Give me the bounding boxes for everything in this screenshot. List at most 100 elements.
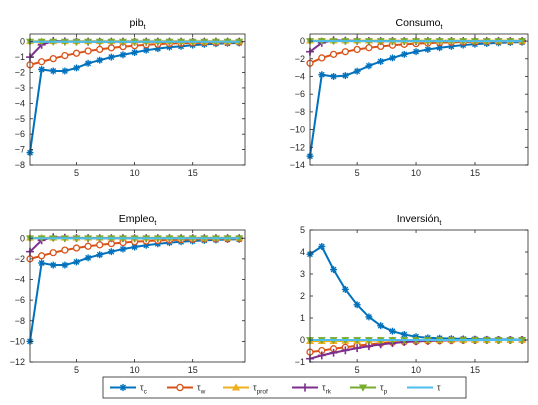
data-point-empleo-1-1 bbox=[38, 252, 46, 260]
data-point-empleo-0-4-stroke bbox=[73, 259, 80, 265]
data-point-pib-1-7 bbox=[107, 44, 115, 52]
y-tick-label-pib: −3 bbox=[15, 83, 25, 93]
legend-label-0: τc bbox=[140, 383, 148, 396]
data-point-pib-0-5 bbox=[84, 59, 92, 67]
data-point-inversion-0-3 bbox=[341, 285, 349, 293]
y-tick-label-inversion: 2 bbox=[300, 291, 305, 301]
legend-marker-3 bbox=[300, 383, 310, 392]
data-point-pib-1-3 bbox=[61, 51, 69, 60]
data-point-empleo-0-3 bbox=[61, 261, 69, 269]
series-consumo-0 bbox=[306, 38, 526, 160]
data-point-empleo-0-5-stroke bbox=[85, 254, 92, 261]
y-tick-label-pib: −7 bbox=[15, 145, 25, 155]
data-point-empleo-0-1-stroke bbox=[38, 260, 45, 266]
y-tick-label-consumo: −4 bbox=[295, 71, 305, 81]
panel-title-subscript: t bbox=[439, 220, 441, 227]
panel-title-consumo: Consumot bbox=[396, 17, 443, 31]
data-point-pib-1-1 bbox=[38, 58, 46, 66]
y-tick-label-consumo: −12 bbox=[290, 142, 305, 152]
panel-empleo: Empleot 0 −2 −4 −6 −8 −10 −12 5 10 15 bbox=[10, 213, 246, 375]
panel-title-main: Inversión bbox=[397, 213, 440, 225]
series-line-pib-0 bbox=[29, 41, 240, 153]
data-point-consumo-1-2 bbox=[329, 50, 338, 58]
y-tick-label-inversion: 1 bbox=[300, 313, 305, 323]
series-line-consumo-0 bbox=[309, 41, 523, 157]
data-point-empleo-0-8-stroke bbox=[120, 246, 126, 253]
data-point-inversion-3-2 bbox=[329, 348, 338, 357]
legend-entry-0: τc bbox=[110, 383, 148, 396]
data-point-inversion-0-6-stroke bbox=[377, 322, 384, 329]
data-point-pib-0-6 bbox=[96, 56, 104, 64]
panel-title-main: Consumo bbox=[396, 17, 441, 29]
data-point-inversion-0-6 bbox=[377, 322, 385, 330]
x-tick-label-inversion: 15 bbox=[470, 365, 480, 375]
data-point-pib-0-8 bbox=[119, 51, 127, 59]
y-tick-label-pib: −6 bbox=[15, 129, 25, 139]
x-tick-label-consumo: 5 bbox=[355, 168, 360, 178]
data-point-inversion-0-3-stroke bbox=[342, 286, 349, 293]
data-point-inversion-3-4 bbox=[353, 344, 362, 353]
data-point-pib-0-3 bbox=[61, 67, 69, 75]
data-point-pib-1-5 bbox=[84, 47, 92, 55]
x-tick-label-inversion: 10 bbox=[411, 365, 421, 375]
legend: τc τw τprof τrk τp τ bbox=[102, 376, 467, 399]
legend-label-subscript: c bbox=[144, 389, 148, 396]
data-point-inversion-0-2 bbox=[330, 266, 338, 274]
data-point-consumo-0-3 bbox=[341, 72, 349, 80]
legend-entry-3: τrk bbox=[292, 383, 332, 396]
data-point-consumo-0-11-stroke bbox=[436, 44, 443, 51]
data-point-empleo-0-5 bbox=[84, 254, 92, 262]
data-point-consumo-0-1 bbox=[318, 71, 326, 79]
data-point-pib-0-10-stroke bbox=[143, 47, 150, 54]
data-point-consumo-0-2-stroke bbox=[330, 73, 337, 80]
axes-box-consumo bbox=[309, 33, 529, 166]
legend-entry-1: τw bbox=[167, 383, 206, 396]
legend-entry-5: τ bbox=[407, 383, 441, 393]
legend-label-main: τ bbox=[253, 383, 257, 393]
data-point-inversion-0-4-stroke bbox=[354, 301, 361, 308]
legend-label-subscript: rk bbox=[326, 389, 332, 396]
legend-label-3: τrk bbox=[322, 383, 332, 396]
legend-label-main: τ bbox=[380, 383, 384, 393]
data-point-pib-0-9-stroke bbox=[131, 49, 138, 56]
panel-title-pib: pibt bbox=[130, 17, 146, 31]
legend-label-subscript: w bbox=[200, 389, 206, 396]
data-point-empleo-1-3 bbox=[61, 246, 69, 254]
series-line-inversion-0 bbox=[309, 245, 523, 341]
legend-marker-2 bbox=[231, 383, 241, 391]
data-point-empleo-0-6-stroke bbox=[96, 251, 103, 258]
data-point-pib-1-2 bbox=[49, 55, 57, 63]
data-point-consumo-0-4-stroke bbox=[354, 68, 361, 75]
data-point-pib-1-4 bbox=[72, 49, 81, 57]
data-point-empleo-0-3-stroke bbox=[61, 262, 68, 269]
data-point-pib-0-3-stroke bbox=[61, 68, 68, 74]
y-tick-label-inversion: 0 bbox=[300, 335, 305, 345]
x-tick-label-empleo: 15 bbox=[188, 365, 198, 375]
y-tick-label-pib: −5 bbox=[15, 114, 25, 124]
data-point-inversion-3-1 bbox=[317, 351, 326, 360]
data-point-empleo-0-4 bbox=[73, 258, 80, 266]
data-point-consumo-0-7-stroke bbox=[389, 54, 396, 61]
y-tick-label-consumo: −14 bbox=[290, 160, 305, 170]
panel-title-subscript: t bbox=[144, 24, 146, 31]
legend-label-1: τw bbox=[197, 383, 206, 396]
data-point-pib-1-6 bbox=[96, 45, 104, 54]
x-tick-label-consumo: 10 bbox=[411, 168, 421, 178]
data-point-empleo-0-6 bbox=[96, 251, 104, 259]
legend-label-main: τ bbox=[437, 383, 441, 393]
legend-entry-4: τp bbox=[350, 383, 388, 396]
y-tick-label-pib: 0 bbox=[20, 37, 25, 47]
data-point-consumo-1-3 bbox=[341, 48, 349, 56]
data-point-empleo-1-6 bbox=[96, 241, 104, 249]
legend-label-2: τprof bbox=[253, 383, 268, 396]
legend-label-5: τ bbox=[437, 383, 441, 393]
data-point-consumo-0-9 bbox=[412, 48, 420, 56]
legend-marker-0-stroke bbox=[119, 384, 127, 391]
x-tick-label-empleo: 5 bbox=[74, 365, 79, 375]
y-tick-label-empleo: −8 bbox=[15, 316, 25, 326]
data-point-empleo-0-2-stroke bbox=[50, 262, 57, 269]
data-point-empleo-0-9-stroke bbox=[131, 244, 138, 250]
data-point-empleo-0-2 bbox=[49, 261, 57, 269]
